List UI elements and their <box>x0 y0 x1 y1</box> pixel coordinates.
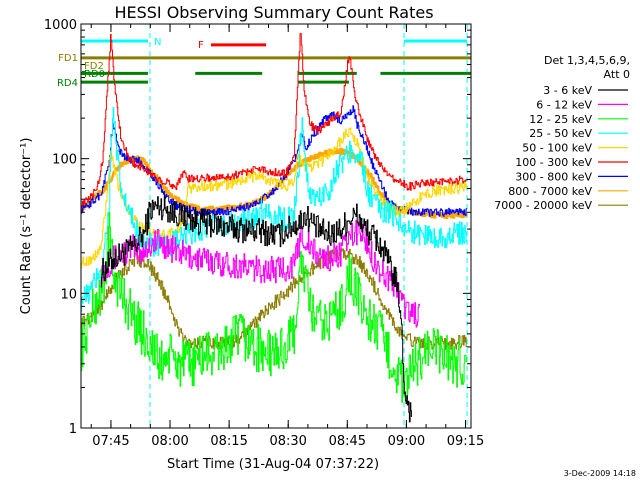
y-tick-label: 1 <box>69 422 77 437</box>
y-tick-label: 1000 <box>44 18 77 33</box>
flag-label-fd1: FD1 <box>58 53 78 64</box>
legend-entry-label: 800 - 7000 keV <box>508 185 592 198</box>
legend-entry-label: 50 - 100 keV <box>522 142 592 155</box>
legend-header-line-2: Att 0 <box>604 68 630 81</box>
legend-header-line-1: Det 1,3,4,5,6,9, <box>544 54 630 67</box>
x-tick-label: 08:15 <box>210 434 247 449</box>
x-tick-label: 08:00 <box>151 434 188 449</box>
x-tick-label: 08:45 <box>329 434 366 449</box>
rd0-marker <box>82 71 85 75</box>
footer-timestamp: 3-Dec-2009 14:18 <box>564 469 636 478</box>
legend-entry-label: 6 - 12 keV <box>536 98 592 111</box>
y-tick-label: 100 <box>52 153 77 168</box>
x-tick-label: 07:45 <box>92 434 129 449</box>
legend-entry-label: 12 - 25 keV <box>529 113 592 126</box>
chart-title: HESSI Observing Summary Count Rates <box>114 3 433 22</box>
flag-label-rd0: RD0 <box>84 69 105 80</box>
flag-label-rd4: RD4 <box>57 78 78 89</box>
x-tick-label: 09:00 <box>388 434 425 449</box>
night-marker-label: N <box>154 37 161 48</box>
count-rate-chart: HESSI Observing Summary Count Rates N 07… <box>0 0 640 480</box>
legend-entry-label: 100 - 300 keV <box>515 156 592 169</box>
x-axis-label: Start Time (31-Aug-04 07:37:22) <box>167 457 379 472</box>
x-tick-label: 09:15 <box>447 434 484 449</box>
legend-entry-label: 300 - 800 keV <box>515 170 592 183</box>
flag-label-f: F <box>198 40 204 51</box>
legend-entry-label: 25 - 50 keV <box>529 127 592 140</box>
x-tick-label: 08:30 <box>269 434 306 449</box>
y-tick-label: 10 <box>60 287 77 302</box>
legend-entry-label: 3 - 6 keV <box>543 84 592 97</box>
y-axis-label: Count Rate (s⁻¹ detector⁻¹) <box>19 138 34 315</box>
legend-entry-label: 7000 - 20000 keV <box>494 199 592 212</box>
